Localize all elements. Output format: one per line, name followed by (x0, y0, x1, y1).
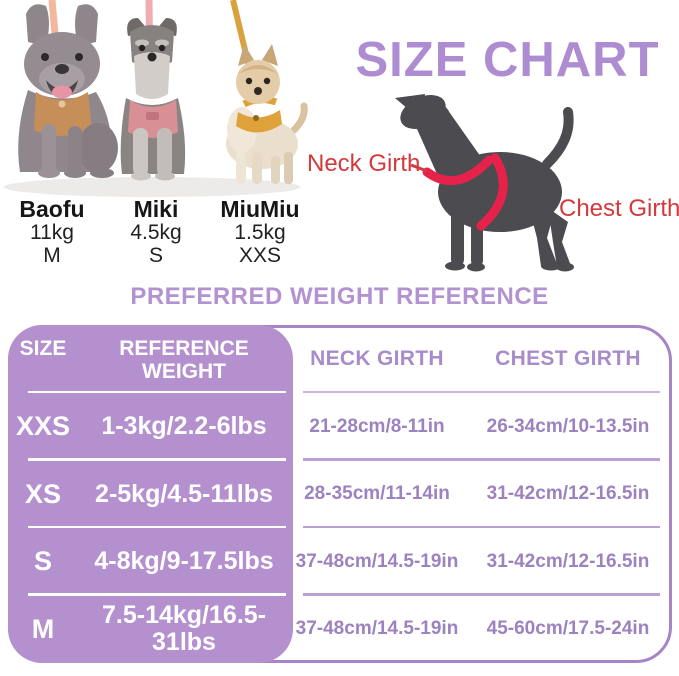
row-divider-right (303, 525, 660, 528)
row-divider-left (28, 525, 286, 528)
model-dogs-photo (0, 0, 310, 200)
measurement-diagram: Neck Girth Chest Girth (305, 92, 679, 280)
row-divider-right (303, 458, 660, 461)
size-table: SIZE REFERENCE WEIGHT NECK GIRTH CHEST G… (8, 325, 672, 663)
model-dog-labels: Baofu 11kg M Miki 4.5kg S MiuMiu 1.5kg X… (0, 198, 312, 276)
col-header-neck-girth: NECK GIRTH (310, 347, 444, 370)
chest-girth-label: Chest Girth (559, 195, 679, 222)
header-divider-left (28, 390, 286, 393)
cell-chest-girth: 31-42cm/12-16.5in (486, 483, 650, 505)
page-title: SIZE CHART (355, 33, 660, 87)
size-table-left-panel (8, 325, 293, 663)
cell-chest-girth: 31-42cm/12-16.5in (486, 550, 650, 572)
model-size: M (43, 244, 61, 267)
cell-neck-girth: 21-28cm/8-11in (309, 415, 445, 437)
cell-size: M (31, 613, 55, 644)
section-heading: PREFERRED WEIGHT REFERENCE (130, 283, 549, 310)
model-name: Miki (133, 196, 179, 222)
model-size: XXS (238, 244, 282, 267)
model-miumiu: MiuMiu 1.5kg XXS (208, 198, 312, 276)
cell-ref-weight: 1-3kg/2.2-6lbs (101, 412, 267, 440)
neck-label-connector (410, 163, 428, 173)
cell-size: XS (24, 478, 62, 509)
table-row-xxs: XXS 1-3kg/2.2-6lbs 21-28cm/8-11in 26-34c… (8, 393, 672, 461)
cell-neck-girth: 37-48cm/14.5-19in (295, 550, 459, 572)
cell-chest-girth: 45-60cm/17.5-24in (486, 618, 650, 640)
col-header-chest-girth: CHEST GIRTH (495, 347, 641, 370)
header-divider-right (303, 390, 660, 393)
girth-straps (422, 153, 508, 231)
row-divider-right (303, 593, 660, 596)
neck-girth-strap (422, 155, 494, 185)
cell-chest-girth: 26-34cm/10-13.5in (486, 415, 650, 437)
cell-ref-weight: 2-5kg/4.5-11lbs (95, 479, 273, 508)
model-size: S (148, 244, 163, 267)
model-weight: 1.5kg (234, 221, 286, 244)
model-name: MiuMiu (220, 196, 300, 222)
cell-ref-weight: 7.5-14kg/16.5-31lbs (102, 600, 266, 657)
frenchie-illustration (18, 4, 118, 178)
model-weight: 11kg (30, 221, 74, 244)
model-baofu: Baofu 11kg M (0, 198, 104, 276)
table-header-row: SIZE REFERENCE WEIGHT NECK GIRTH CHEST G… (8, 325, 672, 393)
table-row-xs: XS 2-5kg/4.5-11lbs 28-35cm/11-14in 31-42… (8, 461, 672, 528)
table-row-s: S 4-8kg/9-17.5lbs 37-48cm/14.5-19in 31-4… (8, 528, 672, 596)
row-divider-left (28, 458, 286, 461)
yorkie-illustration (226, 44, 308, 184)
row-divider-left (28, 593, 286, 596)
col-header-ref-weight: REFERENCE WEIGHT (119, 337, 249, 383)
neck-girth-label: Neck Girth (307, 150, 421, 177)
model-miki: Miki 4.5kg S (104, 198, 208, 276)
schnauzer-illustration (120, 18, 186, 181)
model-weight: 4.5kg (130, 221, 182, 244)
model-dogs-illustration (4, 0, 308, 197)
chest-girth-strap (476, 153, 508, 231)
ground-shadow (4, 177, 300, 197)
table-row-m: M 7.5-14kg/16.5-31lbs 37-48cm/14.5-19in … (8, 596, 672, 664)
model-name: Baofu (19, 196, 85, 222)
measurement-dog-silhouette (395, 94, 574, 272)
cell-size: XXS (15, 411, 71, 442)
cell-neck-girth: 37-48cm/14.5-19in (295, 618, 459, 640)
col-header-size: SIZE (19, 337, 67, 360)
cell-neck-girth: 28-35cm/11-14in (304, 483, 450, 505)
cell-ref-weight: 4-8kg/9-17.5lbs (94, 547, 274, 575)
cell-size: S (33, 546, 52, 577)
